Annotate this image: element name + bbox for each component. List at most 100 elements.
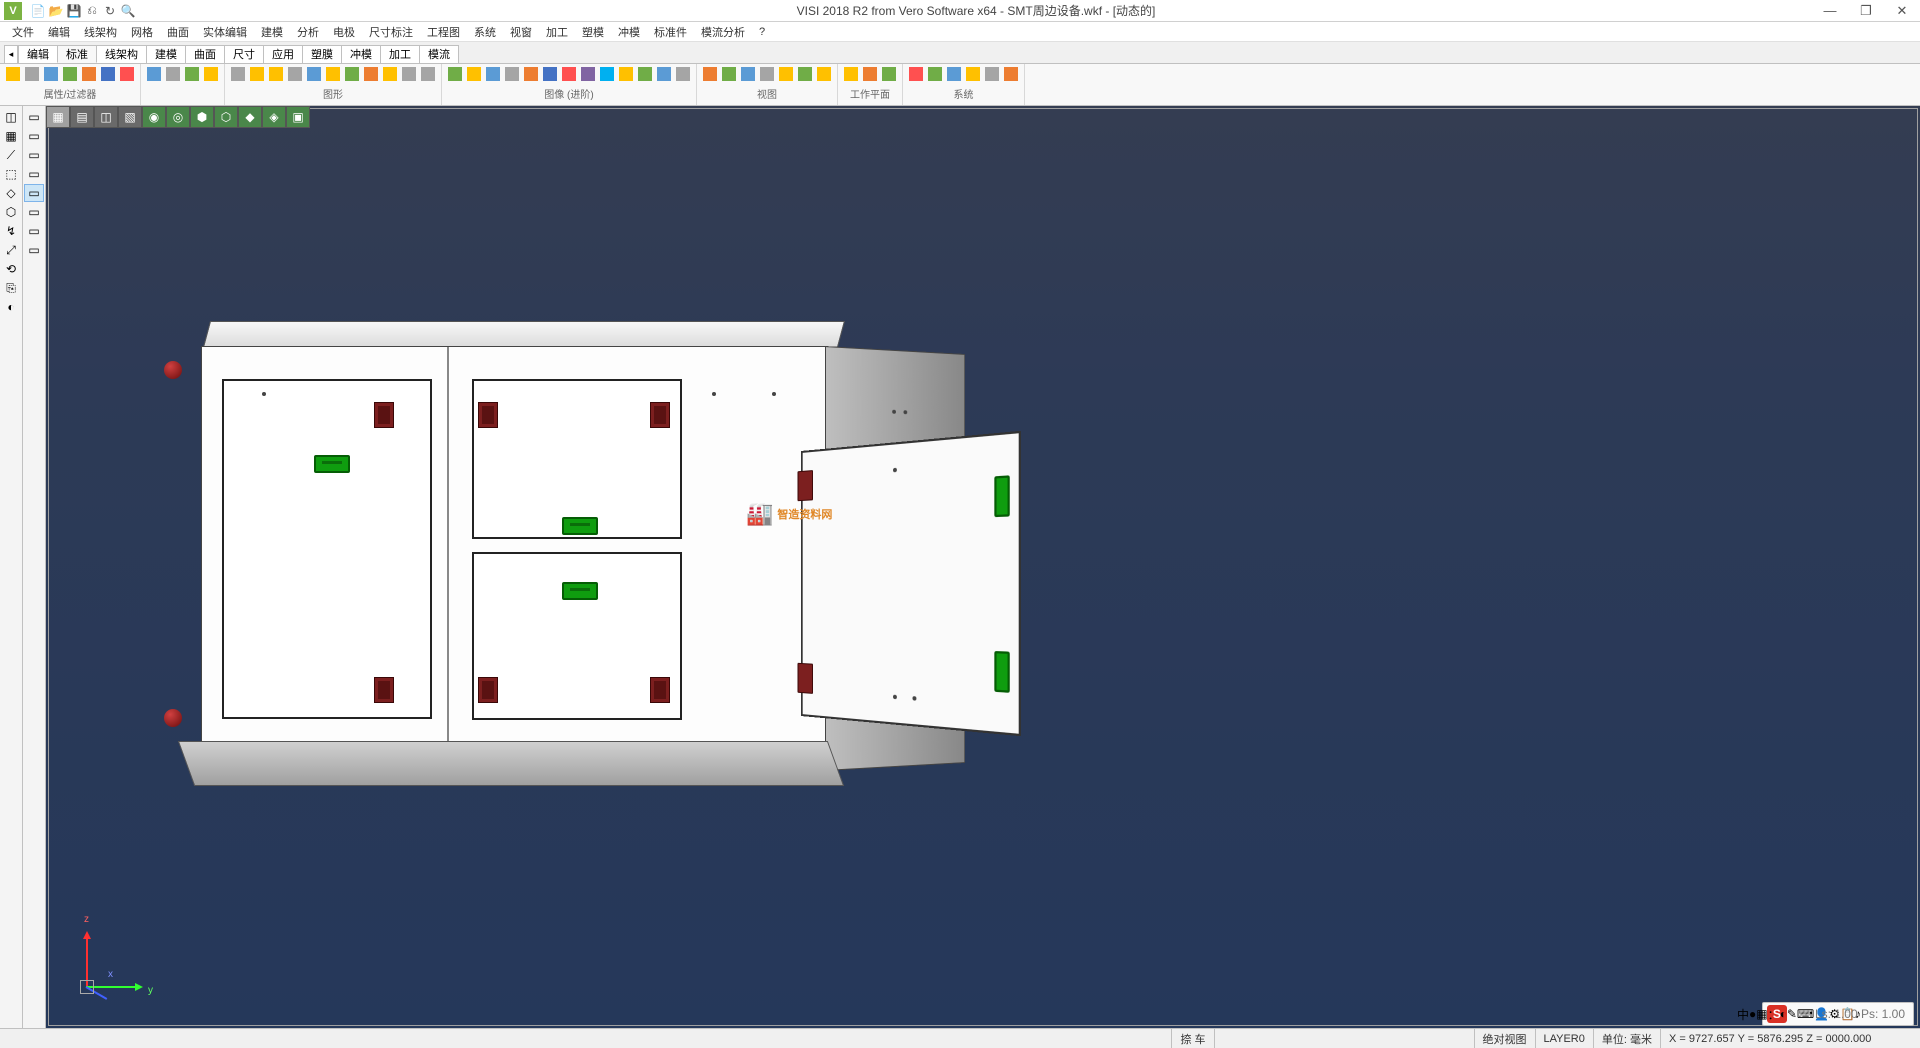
ribbon-btn-2-3[interactable] [286, 65, 304, 83]
maximize-button[interactable]: ❐ [1848, 0, 1884, 22]
ribbon-btn-1-2[interactable] [183, 65, 201, 83]
ribbon-btn-3-5[interactable] [541, 65, 559, 83]
sidetool2-0[interactable]: ▭ [24, 108, 44, 126]
menu-15[interactable]: 冲模 [612, 22, 646, 42]
menu-3[interactable]: 网格 [125, 22, 159, 42]
ribbon-btn-2-2[interactable] [267, 65, 285, 83]
ribbon-btn-0-2[interactable] [42, 65, 60, 83]
tab-冲模[interactable]: 冲模 [341, 45, 381, 63]
viewmode-btn-4[interactable]: ◉ [142, 106, 166, 128]
sidetool1-7[interactable]: ⤢ [1, 241, 21, 259]
ribbon-btn-6-3[interactable] [964, 65, 982, 83]
ribbon-btn-4-3[interactable] [758, 65, 776, 83]
viewmode-btn-8[interactable]: ◆ [238, 106, 262, 128]
ribbon-btn-4-2[interactable] [739, 65, 757, 83]
viewmode-btn-5[interactable]: ◎ [166, 106, 190, 128]
ribbon-btn-3-6[interactable] [560, 65, 578, 83]
ribbon-btn-4-4[interactable] [777, 65, 795, 83]
qat-undo-icon[interactable]: ⎌ [84, 3, 100, 19]
ribbon-btn-1-1[interactable] [164, 65, 182, 83]
ribbon-btn-3-12[interactable] [674, 65, 692, 83]
menu-4[interactable]: 曲面 [161, 22, 195, 42]
tab-scroll-left[interactable]: ◂ [4, 45, 18, 63]
tab-标准[interactable]: 标准 [57, 45, 97, 63]
ribbon-btn-5-0[interactable] [842, 65, 860, 83]
ribbon-btn-2-0[interactable] [229, 65, 247, 83]
sidetool1-6[interactable]: ↯ [1, 222, 21, 240]
ribbon-btn-4-6[interactable] [815, 65, 833, 83]
viewmode-btn-2[interactable]: ◫ [94, 106, 118, 128]
ribbon-btn-6-1[interactable] [926, 65, 944, 83]
ime-btn-4[interactable]: ◐ [1780, 1005, 1787, 1023]
ribbon-btn-5-1[interactable] [861, 65, 879, 83]
ribbon-btn-3-8[interactable] [598, 65, 616, 83]
viewmode-btn-6[interactable]: ⬢ [190, 106, 214, 128]
ime-btn-5[interactable]: ✎ [1787, 1005, 1797, 1023]
menu-8[interactable]: 电极 [327, 22, 361, 42]
ribbon-btn-0-0[interactable] [4, 65, 22, 83]
ribbon-btn-3-3[interactable] [503, 65, 521, 83]
menu-17[interactable]: 模流分析 [695, 22, 751, 42]
ribbon-btn-2-6[interactable] [343, 65, 361, 83]
tab-建模[interactable]: 建模 [146, 45, 186, 63]
ribbon-btn-6-5[interactable] [1002, 65, 1020, 83]
ribbon-btn-4-0[interactable] [701, 65, 719, 83]
viewmode-btn-10[interactable]: ▣ [286, 106, 310, 128]
ribbon-btn-4-5[interactable] [796, 65, 814, 83]
tab-模流[interactable]: 模流 [419, 45, 459, 63]
viewmode-btn-1[interactable]: ▤ [70, 106, 94, 128]
status-layer[interactable]: LAYER0 [1535, 1029, 1593, 1048]
ribbon-btn-3-1[interactable] [465, 65, 483, 83]
viewmode-btn-7[interactable]: ⬡ [214, 106, 238, 128]
ribbon-btn-2-8[interactable] [381, 65, 399, 83]
menu-2[interactable]: 线架构 [78, 22, 123, 42]
ribbon-btn-3-11[interactable] [655, 65, 673, 83]
sidetool2-2[interactable]: ▭ [24, 146, 44, 164]
qat-new-icon[interactable]: 📄 [30, 3, 46, 19]
ribbon-btn-3-2[interactable] [484, 65, 502, 83]
tab-尺寸[interactable]: 尺寸 [224, 45, 264, 63]
menu-0[interactable]: 文件 [6, 22, 40, 42]
viewport-3d[interactable]: ▦▤◫▧◉◎⬢⬡◆◈▣ [46, 106, 1920, 1028]
ribbon-btn-0-4[interactable] [80, 65, 98, 83]
menu-13[interactable]: 加工 [540, 22, 574, 42]
ribbon-btn-3-4[interactable] [522, 65, 540, 83]
ribbon-btn-2-7[interactable] [362, 65, 380, 83]
menu-7[interactable]: 分析 [291, 22, 325, 42]
ribbon-btn-3-7[interactable] [579, 65, 597, 83]
ribbon-btn-2-9[interactable] [400, 65, 418, 83]
ribbon-btn-0-5[interactable] [99, 65, 117, 83]
menu-9[interactable]: 尺寸标注 [363, 22, 419, 42]
ribbon-btn-0-6[interactable] [118, 65, 136, 83]
sidetool2-5[interactable]: ▭ [24, 203, 44, 221]
menu-12[interactable]: 视窗 [504, 22, 538, 42]
menu-5[interactable]: 实体编辑 [197, 22, 253, 42]
menu-1[interactable]: 编辑 [42, 22, 76, 42]
sidetool1-4[interactable]: ◇ [1, 184, 21, 202]
sidetool1-9[interactable]: ⎘ [1, 279, 21, 297]
qat-open-icon[interactable]: 📂 [48, 3, 64, 19]
viewmode-btn-9[interactable]: ◈ [262, 106, 286, 128]
sidetool1-5[interactable]: ⬡ [1, 203, 21, 221]
ime-btn-0[interactable]: 中 [1737, 1005, 1749, 1023]
sidetool2-7[interactable]: ▭ [24, 241, 44, 259]
menu-6[interactable]: 建模 [255, 22, 289, 42]
menu-10[interactable]: 工程图 [421, 22, 466, 42]
qat-save-icon[interactable]: 💾 [66, 3, 82, 19]
ribbon-btn-3-9[interactable] [617, 65, 635, 83]
sidetool1-8[interactable]: ⟲ [1, 260, 21, 278]
ribbon-btn-4-1[interactable] [720, 65, 738, 83]
sidetool2-4[interactable]: ▭ [24, 184, 44, 202]
tab-线架构[interactable]: 线架构 [96, 45, 147, 63]
qat-zoom-icon[interactable]: 🔍 [120, 3, 136, 19]
minimize-button[interactable]: — [1812, 0, 1848, 22]
ribbon-btn-2-5[interactable] [324, 65, 342, 83]
menu-14[interactable]: 塑模 [576, 22, 610, 42]
status-view-mode[interactable]: 绝对视图 [1474, 1029, 1535, 1048]
ribbon-btn-0-3[interactable] [61, 65, 79, 83]
ribbon-btn-3-10[interactable] [636, 65, 654, 83]
ribbon-btn-6-2[interactable] [945, 65, 963, 83]
qat-redo-icon[interactable]: ↻ [102, 3, 118, 19]
ribbon-btn-1-0[interactable] [145, 65, 163, 83]
ribbon-btn-5-2[interactable] [880, 65, 898, 83]
